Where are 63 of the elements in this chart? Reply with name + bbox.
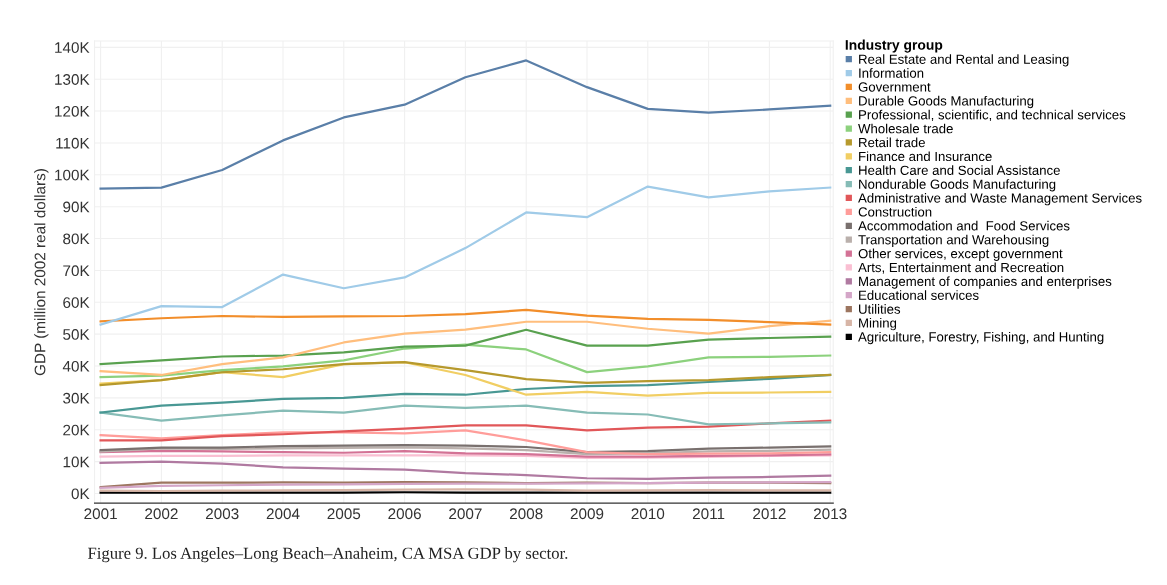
y-tick-label: 0K [71,488,90,500]
legend-label: Real Estate and Rental and Leasing [859,54,1069,67]
line-series [99,419,832,442]
x-tick-label: 2010 [631,508,665,520]
x-tick-label: 2008 [509,508,543,520]
line-series [99,361,832,387]
y-tick-label: 30K [63,392,90,404]
y-tick-label: 130K [55,74,90,85]
line-series [99,59,832,190]
y-tick-label: 120K [55,105,90,117]
caption: Figure 9. Los Angeles–Long Beach–Anaheim, CA MSA GDP by sector. [88,547,568,563]
legend-label: Management of companies and enterprises [859,276,1112,289]
legend-label: Administrative and Waste Management Services [858,193,1142,206]
line-series [99,308,832,326]
y-axis-title: GDP (million 2002 real dollars) [34,169,49,376]
legend-label: Transportation and Warehousing [858,234,1049,247]
line-series [99,319,832,377]
legend-label: Durable Goods Manufacturing [859,95,1034,109]
legend-label: Mining [859,317,897,331]
legend-label: Finance and Insurance [859,151,992,162]
x-tick-label: 2002 [145,508,178,520]
y-tick-label: 40K [62,360,90,372]
x-tick-label: 2011 [692,508,725,520]
legend-title: Industry group [845,39,943,53]
y-tick-label: 110K [56,137,90,149]
line-series [99,328,832,366]
x-tick-label: 2006 [388,508,421,520]
line-series [99,185,832,326]
x-tick-label: 2013 [813,508,847,520]
x-tick-label: 2003 [205,508,239,520]
legend-label: Health Care and Social Assistance [859,165,1060,175]
y-tick-label: 60K [63,297,90,308]
y-tick-label: 140K [55,42,90,54]
legend-label: Educational services [859,290,979,300]
legend-label: Government [858,82,931,92]
legend-label: Construction [858,206,932,217]
legend-label: Nondurable Goods Manufacturing [859,179,1056,192]
y-tick-label: 70K [63,265,90,277]
legend-label: Professional, scientific, and technical services [859,109,1126,121]
line-series [99,429,832,456]
y-tick-label: 80K [63,233,90,245]
y-tick-label: 100K [55,169,90,181]
legend-label: Information [859,68,924,78]
x-tick-label: 2005 [327,508,361,520]
x-tick-label: 2001 [84,508,117,520]
legend-label: Other services, except government [858,248,1063,261]
legend-label: Retail trade [859,137,925,148]
legend-label: Agriculture, Forestry, Fishing, and Hunting [858,331,1104,345]
y-tick-label: 90K [63,201,90,213]
y-tick-label: 20K [63,424,90,436]
legend-label: Wholesale trade [858,123,953,134]
y-tick-label: 10K [63,456,90,468]
legend-label: Accommodation and Food Services [858,220,1070,231]
x-tick-label: 2012 [753,508,786,520]
x-tick-label: 2007 [449,508,482,520]
x-tick-label: 2004 [266,508,300,520]
line-series [99,404,832,426]
legend-label: Arts, Entertainment and Recreation [858,262,1064,274]
legend-label: Utilities [859,304,901,314]
line-series [99,343,832,379]
x-tick-label: 2009 [570,508,604,520]
line-series [99,460,832,480]
y-tick-label: 50K [63,329,90,340]
